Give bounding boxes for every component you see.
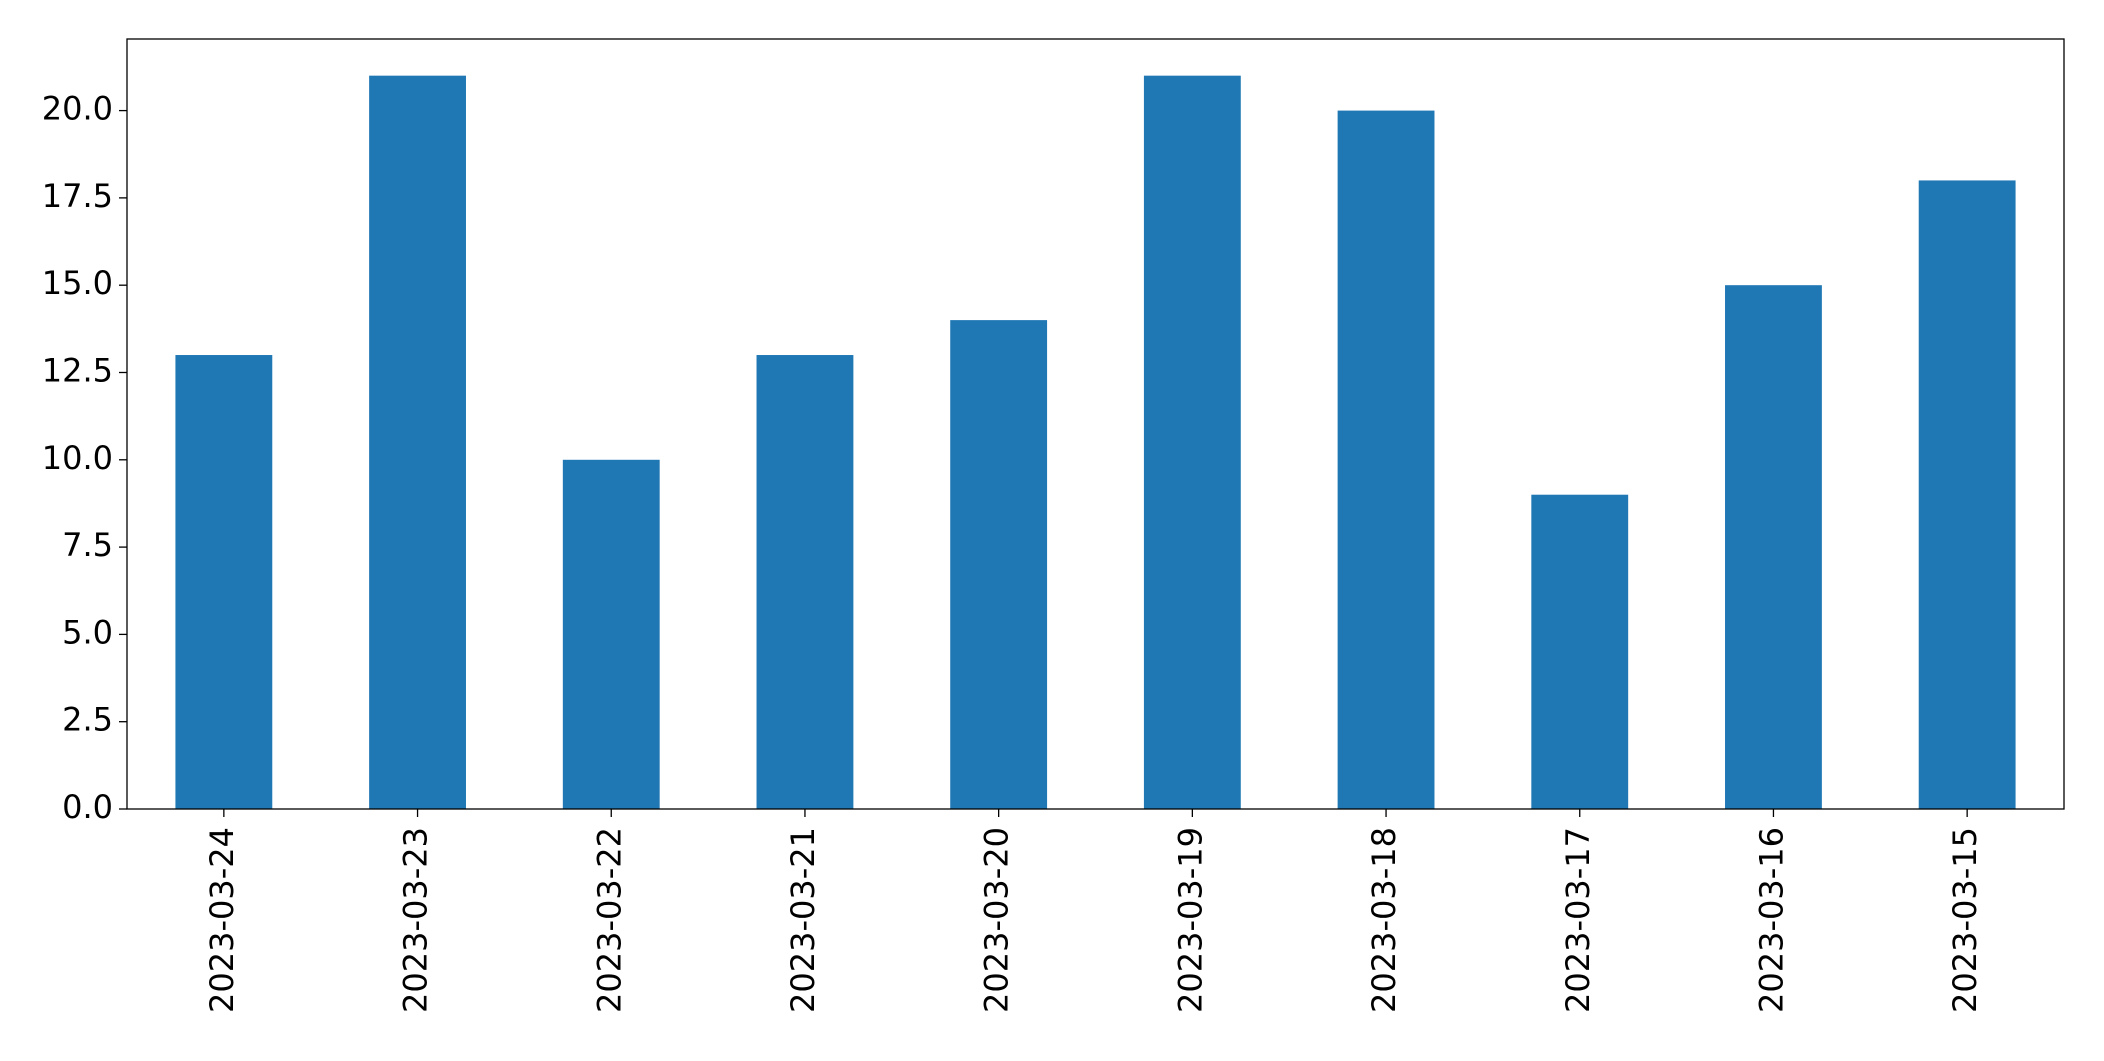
y-tick-label: 17.5 <box>42 177 113 215</box>
y-tick-label: 12.5 <box>42 351 113 389</box>
plot-frame <box>126 38 2065 810</box>
bar <box>1531 494 1629 809</box>
x-tick-label: 2023-03-24 <box>203 827 241 1013</box>
y-tick-label: 15.0 <box>42 264 113 302</box>
bar <box>369 75 466 809</box>
x-tick-label: 2023-03-23 <box>397 827 435 1013</box>
bar <box>1918 180 2016 809</box>
y-tick-label: 0.0 <box>62 788 113 826</box>
bar <box>1337 110 1435 810</box>
bar <box>1143 75 1241 809</box>
y-tick-label: 20.0 <box>42 90 113 128</box>
x-tick-label: 2023-03-16 <box>1752 827 1790 1013</box>
x-tick-label: 2023-03-18 <box>1365 827 1403 1013</box>
x-tick-label: 2023-03-17 <box>1559 827 1597 1013</box>
bar <box>756 355 854 809</box>
bar <box>950 320 1048 809</box>
x-tick-label: 2023-03-22 <box>590 827 628 1013</box>
y-tick-label: 2.5 <box>62 701 113 739</box>
x-tick-label: 2023-03-15 <box>1946 827 1984 1013</box>
x-tick-label: 2023-03-20 <box>978 827 1016 1013</box>
bar <box>175 355 273 809</box>
y-tick-label: 5.0 <box>62 613 113 651</box>
x-tick-label: 2023-03-21 <box>784 827 822 1013</box>
y-tick-label: 10.0 <box>42 439 113 477</box>
y-tick-label: 7.5 <box>62 526 113 564</box>
bar <box>562 459 660 809</box>
bar <box>1725 285 1822 809</box>
x-tick-label: 2023-03-19 <box>1171 827 1209 1013</box>
